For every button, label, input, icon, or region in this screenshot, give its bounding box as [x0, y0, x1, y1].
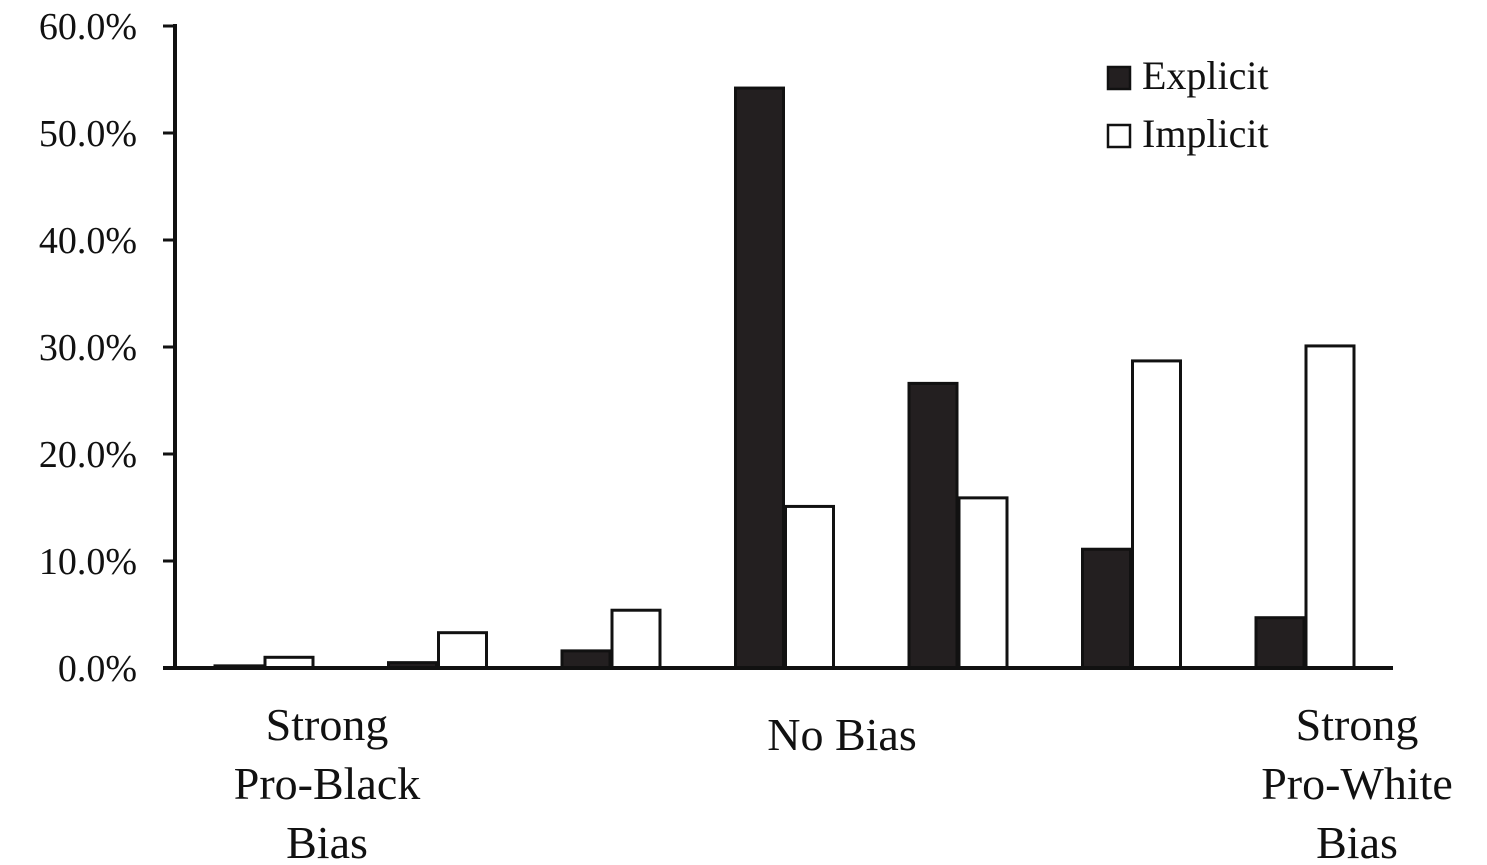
x-category-label: Bias [1316, 817, 1398, 865]
x-category-label: Pro-White [1261, 758, 1453, 809]
x-category-labels: Strong Pro-Black Bias No Bias Strong Pro-Whit… [234, 699, 1453, 865]
y-tick-label: 0.0% [58, 648, 137, 690]
legend-label-implicit: Implicit [1142, 111, 1269, 156]
legend-swatch-explicit [1106, 65, 1132, 91]
bar-implicit-4 [784, 504, 835, 670]
y-tick-label: 40.0% [39, 220, 137, 262]
bar-implicit-6 [1131, 359, 1182, 670]
bars [213, 86, 1356, 670]
bar-explicit-7 [1254, 616, 1306, 670]
y-tick-label: 50.0% [39, 113, 137, 155]
x-category-label: Strong [266, 699, 389, 750]
bar-implicit-3 [610, 608, 662, 670]
bar-implicit-7 [1304, 344, 1356, 670]
y-axis-ticks: 0.0% 10.0% 20.0% 30.0% 40.0% 50.0% 60.0% [39, 6, 175, 690]
bar-explicit-4 [734, 86, 785, 670]
bar-implicit-5 [957, 496, 1009, 670]
y-tick-label: 20.0% [39, 434, 137, 476]
legend: Explicit Implicit [1106, 53, 1269, 156]
x-category-label: Pro-Black [234, 758, 421, 809]
x-category-label: Strong [1296, 699, 1419, 750]
bar-implicit-2 [437, 631, 488, 670]
axes [163, 24, 1393, 670]
legend-label-explicit: Explicit [1142, 53, 1269, 98]
y-tick-label: 30.0% [39, 327, 137, 369]
bar-explicit-5 [907, 381, 959, 670]
y-tick-label: 60.0% [39, 6, 137, 48]
x-category-label: Bias [286, 817, 368, 865]
bar-explicit-6 [1081, 547, 1132, 670]
x-category-label: No Bias [767, 709, 917, 760]
legend-swatch-implicit [1106, 123, 1132, 149]
bar-explicit-3 [560, 649, 612, 670]
y-tick-label: 10.0% [39, 541, 137, 583]
